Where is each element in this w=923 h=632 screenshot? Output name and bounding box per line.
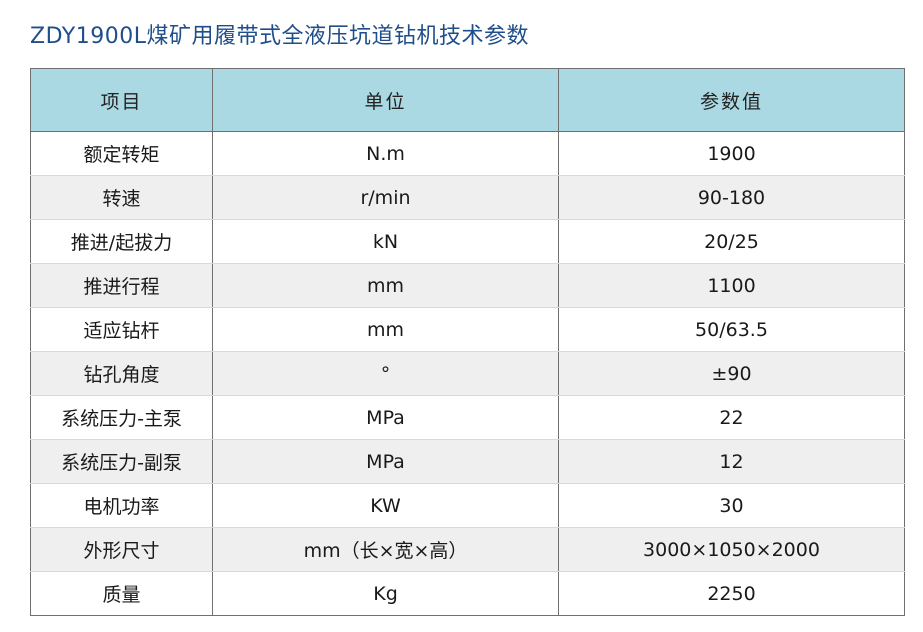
cell-value: 90-180	[558, 175, 905, 220]
cell-value: 2250	[558, 571, 905, 616]
table-row: 转速 r/min 90-180	[30, 175, 905, 220]
cell-value: 20/25	[558, 219, 905, 264]
cell-value: 3000×1050×2000	[558, 527, 905, 572]
cell-item: 额定转矩	[30, 131, 213, 176]
table-row: 系统压力-主泵 MPa 22	[30, 395, 905, 440]
cell-value: 22	[558, 395, 905, 440]
table-header-row: 项目 单位 参数值	[30, 68, 905, 132]
cell-value: ±90	[558, 351, 905, 396]
table-row: 额定转矩 N.m 1900	[30, 131, 905, 176]
cell-unit: mm（长×宽×高）	[212, 527, 559, 572]
table-row: 适应钻杆 mm 50/63.5	[30, 307, 905, 352]
cell-value: 50/63.5	[558, 307, 905, 352]
table-row: 电机功率 KW 30	[30, 483, 905, 528]
table-row: 系统压力-副泵 MPa 12	[30, 439, 905, 484]
cell-unit: KW	[212, 483, 559, 528]
table-row: 质量 Kg 2250	[30, 571, 905, 616]
page-title: ZDY1900L煤矿用履带式全液压坑道钻机技术参数	[30, 24, 529, 49]
cell-unit: N.m	[212, 131, 559, 176]
cell-unit: Kg	[212, 571, 559, 616]
table-row: 推进/起拔力 kN 20/25	[30, 219, 905, 264]
cell-value: 1900	[558, 131, 905, 176]
cell-unit: r/min	[212, 175, 559, 220]
cell-item: 系统压力-副泵	[30, 439, 213, 484]
header-value: 参数值	[558, 68, 905, 132]
cell-item: 外形尺寸	[30, 527, 213, 572]
cell-value: 1100	[558, 263, 905, 308]
table-row: 钻孔角度 ° ±90	[30, 351, 905, 396]
cell-item: 电机功率	[30, 483, 213, 528]
table-row: 外形尺寸 mm（长×宽×高） 3000×1050×2000	[30, 527, 905, 572]
cell-unit: kN	[212, 219, 559, 264]
cell-value: 30	[558, 483, 905, 528]
cell-item: 适应钻杆	[30, 307, 213, 352]
table-row: 推进行程 mm 1100	[30, 263, 905, 308]
cell-unit: mm	[212, 307, 559, 352]
cell-item: 推进/起拔力	[30, 219, 213, 264]
cell-unit: MPa	[212, 395, 559, 440]
cell-item: 转速	[30, 175, 213, 220]
cell-value: 12	[558, 439, 905, 484]
header-item: 项目	[30, 68, 213, 132]
cell-item: 系统压力-主泵	[30, 395, 213, 440]
cell-item: 质量	[30, 571, 213, 616]
cell-item: 推进行程	[30, 263, 213, 308]
cell-item: 钻孔角度	[30, 351, 213, 396]
header-unit: 单位	[212, 68, 559, 132]
spec-table: 项目 单位 参数值 额定转矩 N.m 1900 转速 r/min 90-180 …	[30, 68, 905, 616]
cell-unit: mm	[212, 263, 559, 308]
cell-unit: MPa	[212, 439, 559, 484]
cell-unit: °	[212, 351, 559, 396]
